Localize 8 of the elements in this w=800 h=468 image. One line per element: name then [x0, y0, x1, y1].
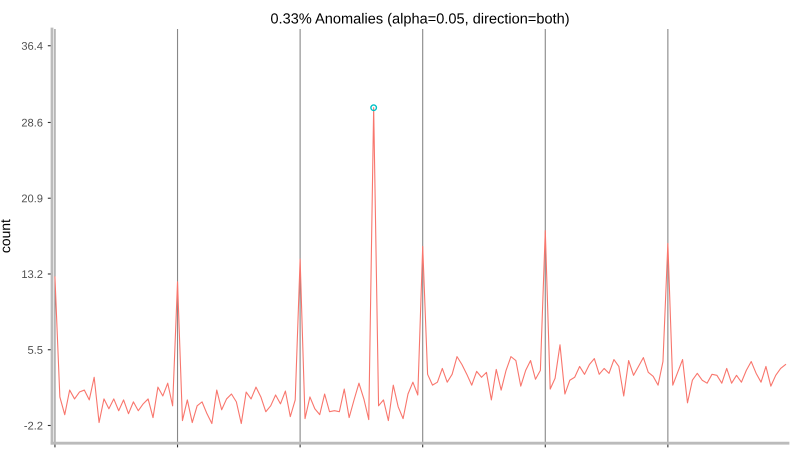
y-tick-label: -2.2	[24, 422, 42, 430]
y-tick-label: 13.2	[22, 270, 42, 278]
y-tick-label: 36.4	[22, 42, 43, 50]
y-tick-label: 20.9	[22, 194, 42, 202]
chart-title: 0.33% Anomalies (alpha=0.05, direction=both)	[271, 12, 569, 26]
y-tick-label: 5.5	[28, 346, 43, 354]
y-axis-title: count	[1, 219, 10, 252]
y-tick-label: 28.6	[22, 118, 42, 127]
